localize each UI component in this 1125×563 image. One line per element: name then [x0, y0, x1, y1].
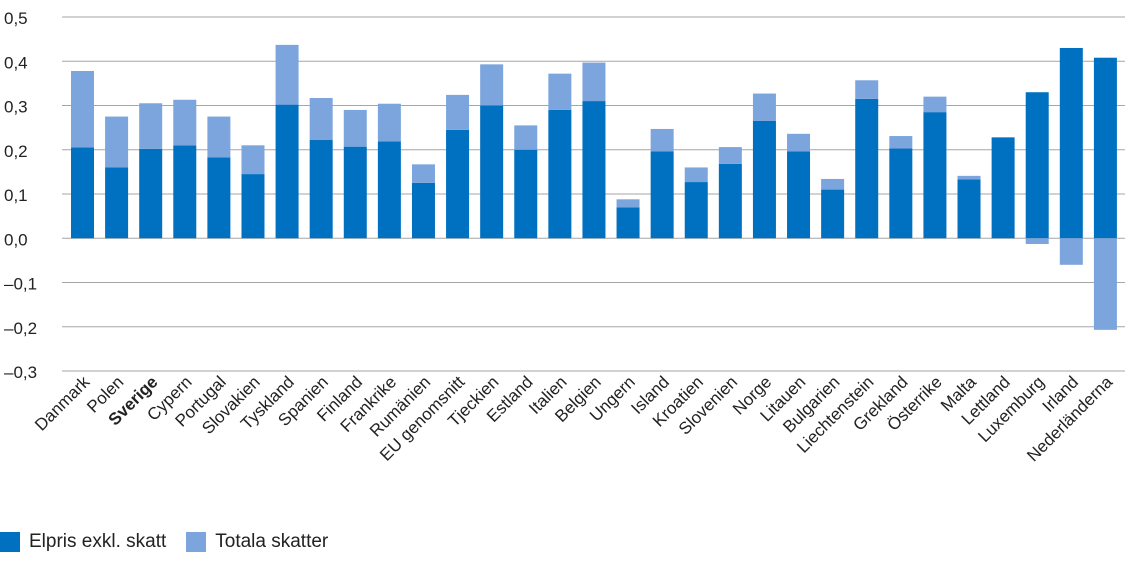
bar-elpris-21: [787, 151, 811, 239]
y-tick-label: 0,0: [4, 230, 28, 249]
bar-elpris-7: [309, 140, 333, 239]
bar-elpris-12: [480, 105, 504, 239]
bar-elpris-20: [752, 120, 776, 239]
bar-skatter-18: [684, 167, 708, 183]
bar-skatter-13: [514, 125, 538, 150]
y-tick-label: –0,1: [4, 275, 37, 294]
bar-elpris-3: [173, 145, 197, 239]
bar-skatter-25: [923, 96, 947, 113]
bar-elpris-9: [377, 141, 401, 239]
bar-skatter-16: [616, 199, 640, 208]
bar-elpris-22: [821, 189, 845, 239]
bar-elpris-10: [411, 182, 435, 239]
bar-elpris-5: [241, 174, 265, 239]
bar-skatter-9: [377, 103, 401, 142]
bar-skatter-6: [275, 44, 299, 105]
bar-skatter-14: [548, 73, 572, 110]
bar-elpris-14: [548, 109, 572, 239]
bar-skatter-11: [446, 94, 470, 130]
bar-elpris-1: [105, 167, 129, 239]
bar-elpris-16: [616, 207, 640, 239]
bar-skatter-10: [411, 164, 435, 183]
bar-skatter-12: [480, 64, 504, 106]
y-tick-label: 0,3: [4, 98, 28, 117]
bar-elpris-13: [514, 149, 538, 239]
bar-skatter-17: [650, 128, 674, 152]
bar-skatter-24: [889, 136, 913, 149]
legend-label-1: Totala skatter: [215, 531, 329, 552]
bar-elpris-18: [684, 182, 708, 239]
bar-skatter-7: [309, 97, 333, 141]
bar-skatter-23: [855, 80, 879, 99]
y-tick-label: 0,4: [4, 53, 28, 72]
bar-elpris-23: [855, 98, 879, 239]
y-tick-label: 0,5: [4, 9, 28, 28]
bar-skatter-22: [821, 178, 845, 190]
legend-swatch-0: [0, 532, 20, 552]
y-tick-label: –0,2: [4, 319, 37, 338]
legend-item-1: Totala skatter: [186, 531, 328, 553]
bar-skatter-1: [105, 116, 129, 168]
bar-skatter-21: [787, 133, 811, 152]
bar-elpris-8: [343, 146, 367, 239]
bar-elpris-27: [991, 137, 1015, 239]
bar-elpris-6: [275, 104, 299, 239]
bar-skatter-8: [343, 109, 367, 147]
bar-skatter-26: [957, 175, 981, 180]
bar-skatter-4: [207, 116, 231, 158]
bar-elpris-2: [139, 148, 163, 239]
y-tick-label: –0,3: [4, 363, 37, 382]
bar-skatter-0: [71, 70, 94, 148]
legend-swatch-1: [186, 532, 207, 552]
bar-skatter-19: [718, 147, 742, 164]
y-tick-label: 0,2: [4, 142, 28, 161]
bar-elpris-26: [957, 179, 981, 239]
bar-elpris-24: [889, 148, 913, 239]
bar-skatter-3: [173, 99, 197, 146]
bar-skatter-15: [582, 62, 606, 102]
bar-elpris-29: [1059, 47, 1083, 239]
bar-skatter-2: [139, 103, 163, 149]
bar-skatter-28: [1025, 238, 1049, 245]
bar-elpris-0: [71, 147, 94, 239]
bar-elpris-4: [207, 157, 231, 239]
bar-elpris-28: [1025, 92, 1049, 239]
bar-elpris-15: [582, 101, 606, 239]
bar-elpris-19: [718, 163, 742, 239]
bar-skatter-29: [1059, 238, 1083, 265]
bar-elpris-25: [923, 112, 947, 239]
bar-elpris-17: [650, 151, 674, 239]
bar-skatter-30: [1093, 238, 1117, 330]
bar-elpris-11: [446, 129, 470, 239]
y-tick-label: 0,1: [4, 186, 28, 205]
bar-skatter-20: [752, 93, 776, 121]
bar-skatter-5: [241, 145, 265, 175]
legend: Elpris exkl. skatt Totala skatter: [0, 528, 348, 556]
legend-label-0: Elpris exkl. skatt: [29, 531, 167, 552]
legend-item-0: Elpris exkl. skatt: [0, 531, 166, 553]
bar-elpris-30: [1093, 57, 1117, 239]
